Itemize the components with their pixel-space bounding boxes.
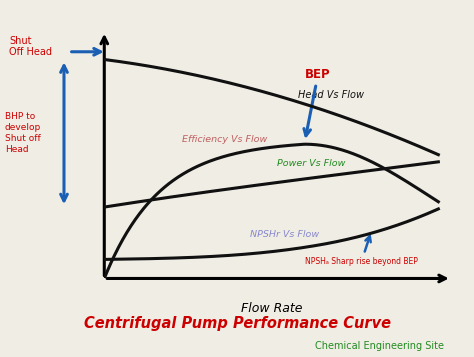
- Text: Efficiency Vs Flow: Efficiency Vs Flow: [182, 135, 267, 144]
- Text: BEP: BEP: [304, 67, 331, 136]
- Text: BHP to
develop
Shut off
Head: BHP to develop Shut off Head: [5, 112, 41, 155]
- Text: Chemical Engineering Site: Chemical Engineering Site: [315, 341, 444, 351]
- Text: Head Vs Flow: Head Vs Flow: [299, 90, 365, 100]
- Text: Centrifugal Pump Performance Curve: Centrifugal Pump Performance Curve: [83, 316, 391, 331]
- Text: Flow Rate: Flow Rate: [241, 302, 302, 315]
- Text: NPSHr Vs Flow: NPSHr Vs Flow: [250, 230, 319, 239]
- Text: NPSHₐ Sharp rise beyond BEP: NPSHₐ Sharp rise beyond BEP: [305, 236, 418, 266]
- Text: Power Vs Flow: Power Vs Flow: [277, 159, 346, 168]
- Text: Shut
Off Head: Shut Off Head: [9, 36, 53, 57]
